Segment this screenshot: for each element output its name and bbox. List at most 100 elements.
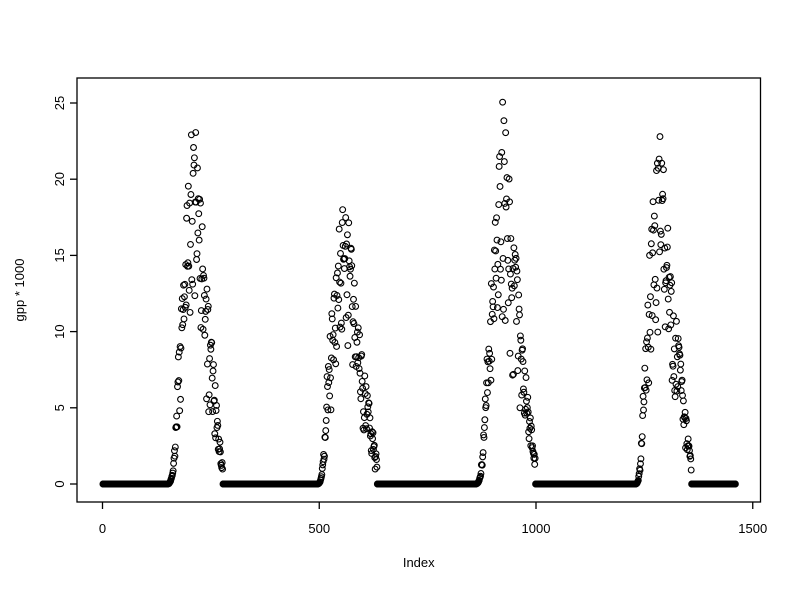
data-point	[650, 212, 658, 220]
data-point	[677, 387, 685, 395]
data-point	[209, 408, 217, 416]
data-point	[188, 276, 196, 284]
data-point	[666, 308, 673, 316]
data-points	[99, 98, 739, 488]
data-point	[179, 306, 187, 314]
data-point	[205, 408, 213, 416]
data-point	[499, 98, 507, 106]
data-point	[183, 214, 191, 222]
data-point	[324, 406, 332, 414]
data-point	[350, 320, 358, 327]
data-point	[504, 299, 512, 307]
data-point	[345, 219, 353, 227]
data-point	[501, 200, 509, 207]
data-point	[180, 315, 188, 323]
data-point	[216, 438, 224, 446]
data-point	[178, 324, 186, 332]
data-point	[519, 385, 527, 393]
data-point	[339, 206, 347, 214]
data-point	[213, 417, 221, 425]
data-point	[363, 425, 370, 433]
data-point	[192, 129, 200, 136]
tick-label: 20	[52, 172, 67, 186]
data-point	[666, 273, 674, 281]
data-point	[521, 367, 529, 375]
data-point	[486, 365, 494, 373]
data-point	[686, 452, 694, 460]
data-point	[654, 328, 662, 336]
data-point	[506, 270, 514, 278]
data-point	[515, 291, 523, 299]
tick-label: 1500	[738, 521, 767, 536]
y-axis: 0 5 10 15 20 25	[52, 96, 77, 488]
x-axis-label: Index	[403, 555, 435, 570]
data-point	[687, 455, 695, 463]
data-point	[321, 452, 328, 460]
data-point	[201, 315, 209, 323]
data-point	[197, 324, 205, 331]
data-point	[490, 315, 498, 323]
data-point	[322, 417, 330, 424]
data-point	[364, 408, 372, 416]
data-point	[181, 280, 189, 288]
data-point	[348, 303, 356, 311]
data-point	[335, 296, 343, 304]
data-point	[678, 376, 686, 384]
data-point	[668, 279, 676, 287]
data-point	[338, 219, 346, 226]
data-point	[331, 324, 339, 332]
data-point	[646, 293, 654, 301]
data-point	[648, 312, 656, 319]
data-point	[369, 429, 377, 437]
data-point	[687, 466, 695, 474]
data-point	[177, 395, 184, 403]
data-point	[508, 294, 516, 302]
data-point	[531, 454, 539, 462]
data-point	[212, 434, 220, 442]
data-point	[173, 423, 181, 431]
data-point	[505, 175, 513, 183]
data-point	[332, 360, 340, 368]
data-point	[513, 267, 521, 275]
data-point	[668, 376, 676, 384]
data-point	[672, 334, 680, 342]
data-point	[344, 311, 352, 319]
data-point	[371, 454, 379, 462]
data-point	[343, 231, 351, 239]
data-point	[323, 373, 331, 380]
data-point	[358, 351, 366, 358]
data-point	[188, 217, 196, 225]
data-point	[481, 395, 489, 403]
data-point	[365, 399, 373, 407]
data-point	[731, 480, 739, 488]
data-point	[513, 276, 521, 284]
data-point	[637, 455, 645, 463]
data-point	[676, 351, 684, 359]
data-point	[522, 374, 530, 381]
data-point	[660, 285, 668, 293]
data-point	[496, 183, 504, 190]
data-point	[516, 311, 523, 319]
data-point	[509, 371, 517, 379]
data-point	[208, 374, 216, 382]
data-point	[373, 456, 380, 463]
data-point	[343, 291, 351, 299]
data-point	[520, 388, 528, 396]
data-point	[494, 291, 502, 299]
data-point	[204, 302, 212, 310]
data-point	[656, 248, 663, 256]
data-point	[194, 229, 202, 237]
data-point	[348, 262, 356, 270]
data-point	[347, 265, 354, 273]
data-point	[191, 292, 199, 300]
data-point	[664, 224, 672, 232]
data-point	[663, 243, 671, 251]
data-point	[502, 203, 510, 211]
data-point	[667, 321, 675, 329]
data-point	[647, 345, 655, 353]
data-point	[644, 301, 652, 309]
data-point	[186, 308, 194, 316]
data-point	[517, 336, 525, 344]
data-point	[206, 401, 214, 409]
